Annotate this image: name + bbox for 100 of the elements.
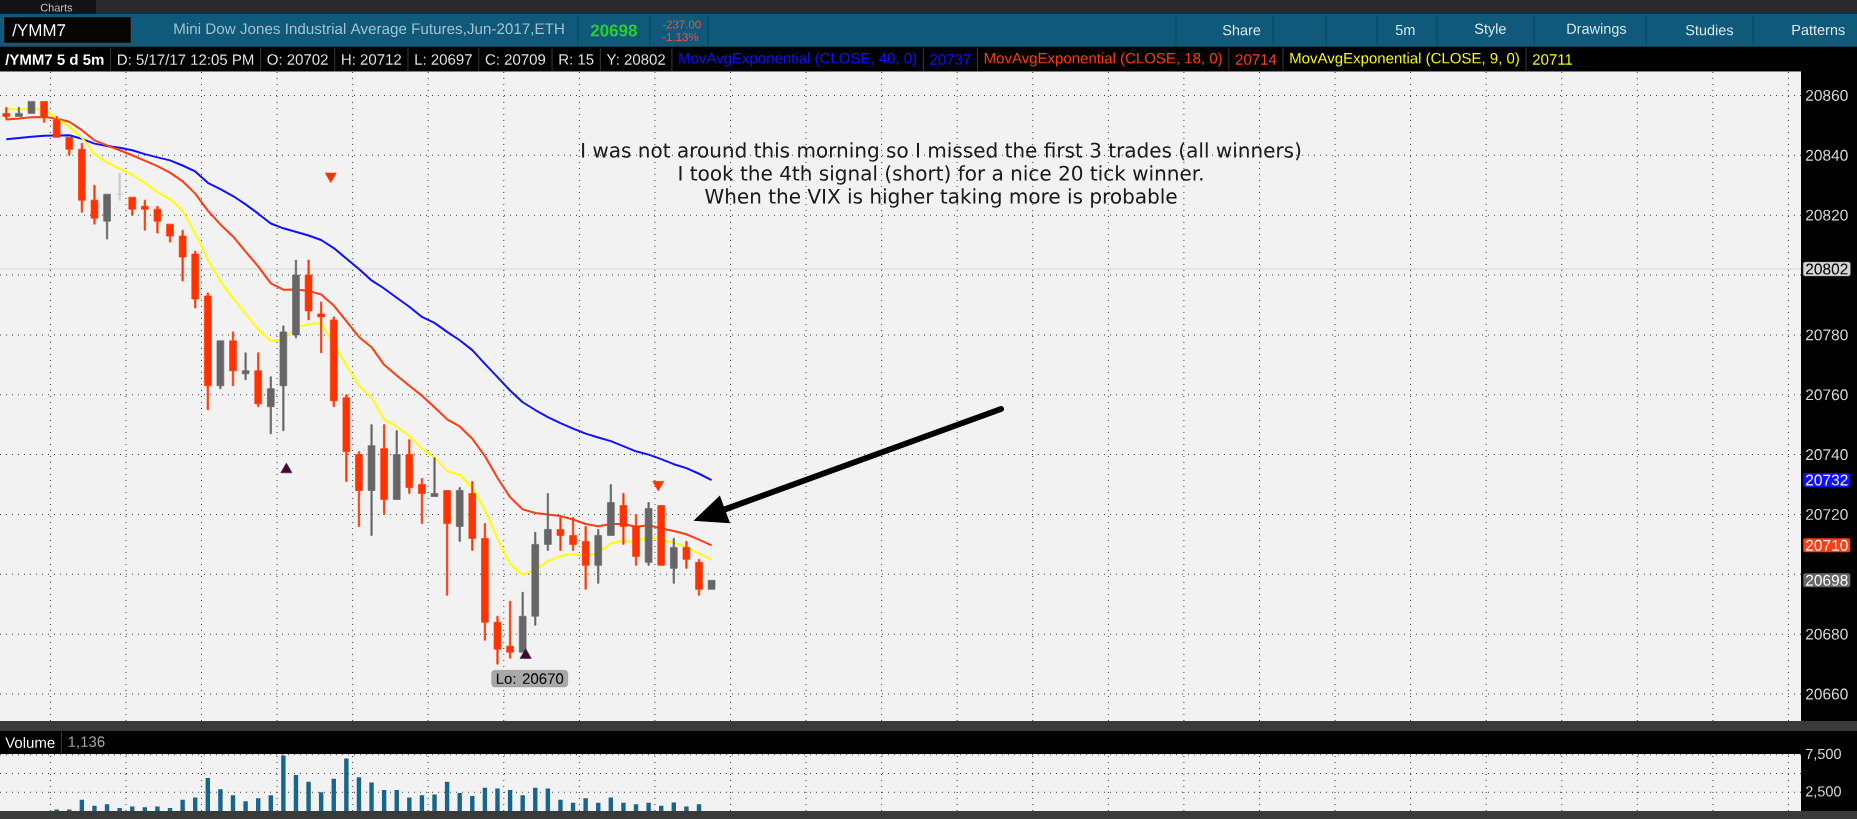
candlestick — [506, 600, 514, 659]
candlestick — [216, 340, 225, 390]
candlestick — [330, 316, 338, 408]
bar — [507, 790, 513, 811]
bar — [243, 801, 248, 811]
candlestick — [544, 493, 552, 551]
candlestick — [191, 250, 199, 309]
candlestick — [15, 107, 23, 117]
candlestick — [178, 229, 187, 282]
candlestick — [670, 538, 678, 584]
text: 20698 — [1806, 574, 1848, 586]
candlestick — [392, 430, 401, 500]
candlestick — [632, 514, 640, 566]
text: C: 20709 — [485, 54, 546, 65]
candlestick — [90, 184, 99, 225]
annotation: Lo: 20670 — [496, 673, 564, 684]
bar — [633, 804, 639, 811]
bar — [470, 796, 475, 811]
text: 20710 — [1806, 539, 1848, 551]
bar — [180, 799, 185, 811]
bar — [646, 802, 651, 811]
candlestick — [531, 532, 540, 626]
bar — [356, 777, 362, 811]
candlestick — [682, 541, 691, 569]
bar — [167, 808, 173, 811]
candlestick — [355, 451, 363, 527]
candlestick — [241, 352, 250, 381]
bar — [381, 790, 387, 811]
bar — [142, 807, 148, 811]
y-tick-label: 20820 — [1806, 209, 1848, 221]
candlestick — [65, 136, 74, 156]
candlestick — [27, 101, 36, 114]
candlestick — [2, 107, 11, 120]
bar — [255, 798, 261, 811]
candlestick — [52, 116, 61, 138]
annotation: I was not around this morning so I missed the first 3 trades (all winners) — [582, 142, 1301, 162]
text: MovAvgExponential (CLOSE, 18, 0) — [984, 52, 1222, 67]
candlestick — [267, 376, 275, 435]
candlestick — [141, 199, 149, 231]
y-tick-label: 20660 — [1806, 688, 1848, 700]
candlestick — [229, 331, 237, 387]
text: D: 5/17/17 12:05 PM — [118, 53, 254, 65]
candlestick — [204, 292, 212, 411]
candlestick — [581, 526, 590, 590]
candlestick — [292, 259, 300, 339]
candlestick — [569, 517, 577, 551]
candlestick — [317, 301, 325, 354]
bar — [293, 775, 299, 811]
candlestick — [405, 439, 414, 494]
bar — [520, 795, 525, 811]
bar — [558, 799, 563, 811]
text: 20732 — [1806, 474, 1848, 486]
text: Drawings — [1567, 23, 1627, 37]
candlestick — [418, 478, 426, 524]
bar — [407, 797, 412, 811]
bar — [684, 806, 689, 811]
text: 20711 — [1533, 54, 1573, 65]
bar — [696, 804, 702, 811]
bar — [230, 795, 236, 811]
candlestick — [78, 142, 86, 213]
text: R: 15 — [559, 54, 594, 65]
bar — [318, 792, 324, 811]
candlestick — [115, 172, 124, 201]
text: 5m — [1395, 24, 1415, 36]
bar — [671, 802, 677, 811]
bar — [306, 781, 311, 811]
candlestick — [607, 484, 615, 536]
candlestick — [695, 559, 703, 596]
text: MovAvgExponential (CLOSE, 40, 0) — [679, 52, 917, 67]
candlestick — [380, 424, 388, 515]
candlestick — [619, 493, 628, 545]
y-tick-label: 20720 — [1806, 508, 1848, 520]
text: -1.13% — [662, 32, 699, 42]
candlestick — [40, 101, 48, 123]
y-tick-label: 20780 — [1806, 329, 1848, 341]
bar — [205, 778, 211, 811]
bar — [117, 808, 122, 811]
bar — [331, 778, 336, 811]
text: O: 20702 — [267, 54, 328, 65]
bar — [621, 802, 626, 811]
bar — [369, 782, 374, 811]
bar — [79, 799, 85, 811]
y-tick-label: 20840 — [1806, 149, 1848, 161]
candlestick — [430, 457, 439, 497]
text: MovAvgExponential (CLOSE, 9, 0) — [1290, 52, 1519, 67]
bar — [92, 805, 97, 811]
text: H: 20712 — [342, 54, 401, 65]
bar — [608, 797, 614, 811]
chart-subtitle: /YMM7 5 d 5m — [5, 53, 104, 66]
bar — [495, 788, 500, 811]
bar — [193, 797, 198, 811]
text: 20737 — [930, 54, 971, 65]
text: Style — [1474, 23, 1506, 37]
candlestick — [594, 529, 602, 584]
candlestick — [103, 193, 111, 240]
candlestick — [518, 591, 527, 653]
candlestick — [556, 517, 565, 551]
y-tick-label: 20680 — [1806, 628, 1848, 640]
text: L: 20697 — [415, 54, 472, 65]
candlestick — [153, 205, 162, 234]
